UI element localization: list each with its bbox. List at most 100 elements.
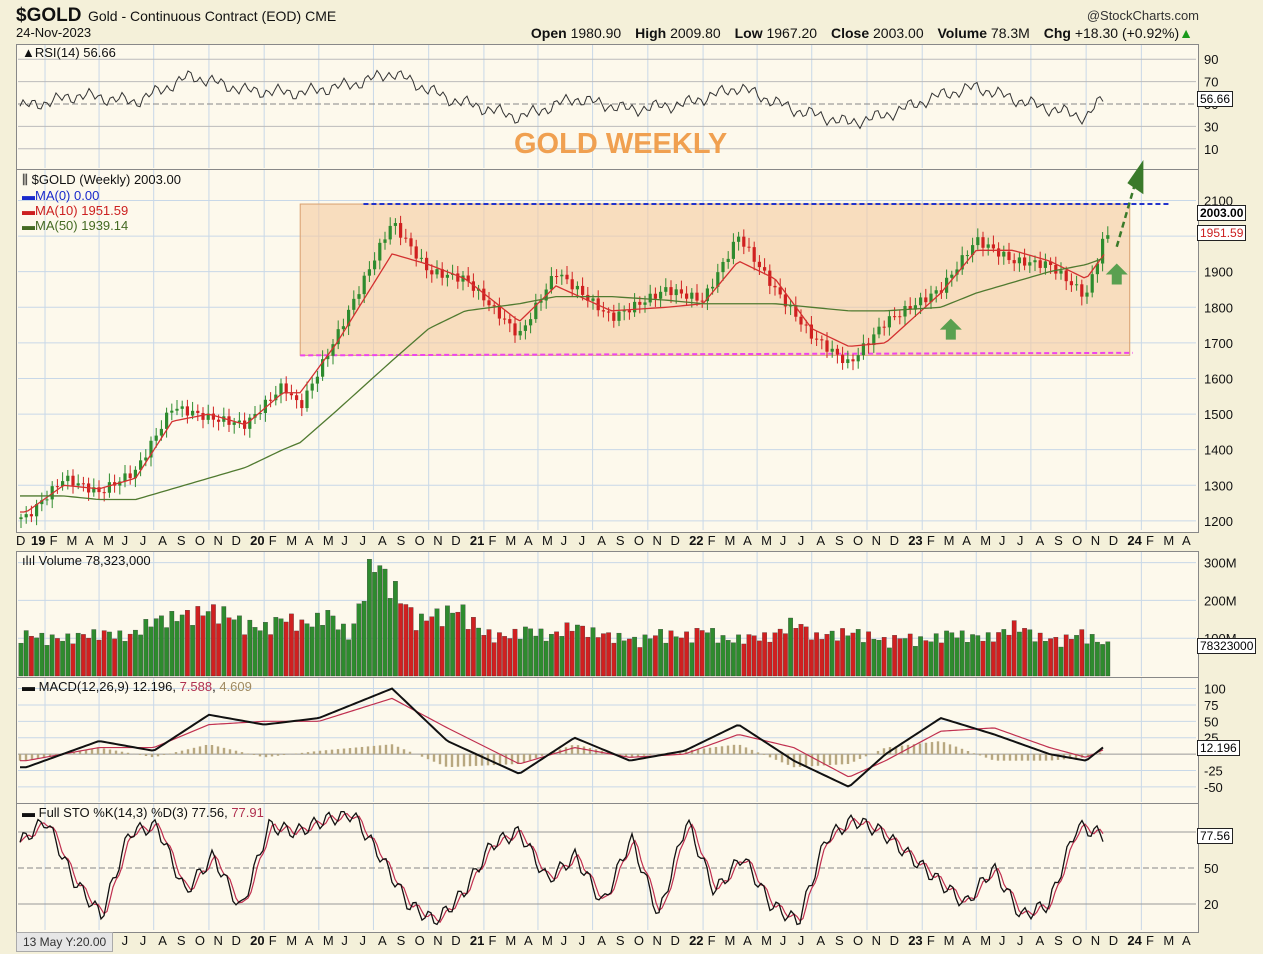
volume-bar xyxy=(476,627,481,677)
month-label: F xyxy=(707,533,716,548)
volume-bar xyxy=(148,626,154,677)
volume-bar xyxy=(725,640,731,677)
volume-bar xyxy=(715,642,721,677)
volume-bar xyxy=(731,642,736,677)
brand-logo[interactable]: @StockCharts.com xyxy=(1086,8,1199,23)
volume-legend-text: Volume 78,323,000 xyxy=(38,553,151,568)
month-label: F xyxy=(488,533,497,548)
month-label: S xyxy=(615,533,625,548)
volume-bar xyxy=(777,628,783,677)
price-candle xyxy=(955,269,959,275)
price-tick-label: 1500 xyxy=(1204,407,1233,422)
price-candle xyxy=(648,293,652,303)
macd-histogram-bar xyxy=(450,754,454,768)
volume-bar xyxy=(663,642,669,677)
price-tick-label: 1800 xyxy=(1204,300,1233,315)
trading-range-box xyxy=(299,203,1131,356)
month-label: N xyxy=(652,533,662,548)
volume-bar xyxy=(221,606,227,677)
volume-bar xyxy=(289,613,294,677)
volume-bar xyxy=(434,608,440,677)
price-candle xyxy=(55,486,59,488)
volume-bar xyxy=(902,638,908,677)
price-candle xyxy=(139,460,143,470)
volume-bar xyxy=(112,638,117,677)
month-bottom-label: 24 xyxy=(1127,933,1142,948)
month-bottom-label: O xyxy=(414,933,425,948)
volume-bar xyxy=(481,635,487,677)
macd-histogram-bar xyxy=(96,747,100,755)
price-candle xyxy=(232,422,236,425)
volume-bar xyxy=(1006,634,1012,677)
macd-histogram-bar xyxy=(576,745,580,755)
price-candle xyxy=(435,269,439,275)
macd-histogram-bar xyxy=(942,742,946,755)
macd-histogram-bar xyxy=(30,754,34,760)
price-candle xyxy=(737,236,741,242)
month-label: O xyxy=(414,533,425,548)
volume-bar xyxy=(382,568,388,677)
volume-bar xyxy=(829,630,835,677)
month-bottom-label: S xyxy=(615,933,625,948)
macd-histogram-bar xyxy=(1086,754,1090,757)
month-bottom-label: A xyxy=(1182,933,1191,948)
up-arrow-icon xyxy=(1105,263,1128,285)
month-label: A xyxy=(378,533,387,548)
volume-bar xyxy=(705,632,710,677)
month-label: F xyxy=(1145,533,1154,548)
macd-histogram-bar xyxy=(204,744,208,755)
month-label: D xyxy=(16,533,26,548)
price-candle xyxy=(1095,263,1099,275)
month-label: M xyxy=(103,533,114,548)
volume-bar xyxy=(304,623,310,677)
price-candle xyxy=(742,236,746,247)
macd-histogram-bar xyxy=(102,748,106,755)
price-candle xyxy=(29,514,33,517)
price-tick-label: 1400 xyxy=(1204,443,1233,458)
volume-bar xyxy=(679,637,684,677)
volume-bar xyxy=(1032,641,1038,677)
high-value: 2009.80 xyxy=(670,25,721,41)
candles-icon: ⫼ xyxy=(22,172,28,187)
volume-bar xyxy=(169,611,175,677)
price-candle xyxy=(815,338,819,340)
macd-histogram-bar xyxy=(330,749,334,755)
price-candle xyxy=(799,316,803,325)
price-candle xyxy=(61,481,65,487)
macd-histogram-bar xyxy=(1068,754,1072,759)
price-candle xyxy=(981,237,985,248)
volume-bar xyxy=(330,615,336,677)
volume-bar xyxy=(107,631,112,677)
volume-bar xyxy=(138,634,143,677)
volume-bar xyxy=(34,637,39,677)
macd-histogram-bar xyxy=(918,743,922,755)
volume-bar xyxy=(658,629,663,677)
volume-bar xyxy=(252,627,258,677)
volume-bar xyxy=(694,628,700,677)
month-label: D xyxy=(670,533,680,548)
macd-histogram-bar xyxy=(846,754,850,765)
price-candle xyxy=(1106,235,1110,239)
volume-bar xyxy=(153,618,159,677)
macd-histogram-bar xyxy=(840,754,844,765)
price-candle xyxy=(399,223,403,238)
price-candle xyxy=(144,457,148,461)
volume-bar xyxy=(205,611,211,677)
macd-histogram-bar xyxy=(366,746,370,755)
price-candle xyxy=(721,261,725,273)
price-legend-ma50: ▬MA(50) 1939.14 xyxy=(22,218,181,233)
volume-bar xyxy=(450,612,455,677)
price-legend-line-1: MA(0) 0.00 xyxy=(35,188,100,203)
macd-histogram-bar xyxy=(276,754,280,756)
volume-bar xyxy=(653,635,658,677)
price-candle xyxy=(362,275,366,295)
price-candle xyxy=(591,298,595,301)
month-label: S xyxy=(834,533,844,548)
month-bottom-label: S xyxy=(176,933,186,948)
month-label: J xyxy=(560,533,568,548)
price-candle xyxy=(809,324,813,339)
price-candle xyxy=(835,348,839,355)
macd-histogram-bar xyxy=(258,754,262,757)
month-label: O xyxy=(194,533,206,548)
